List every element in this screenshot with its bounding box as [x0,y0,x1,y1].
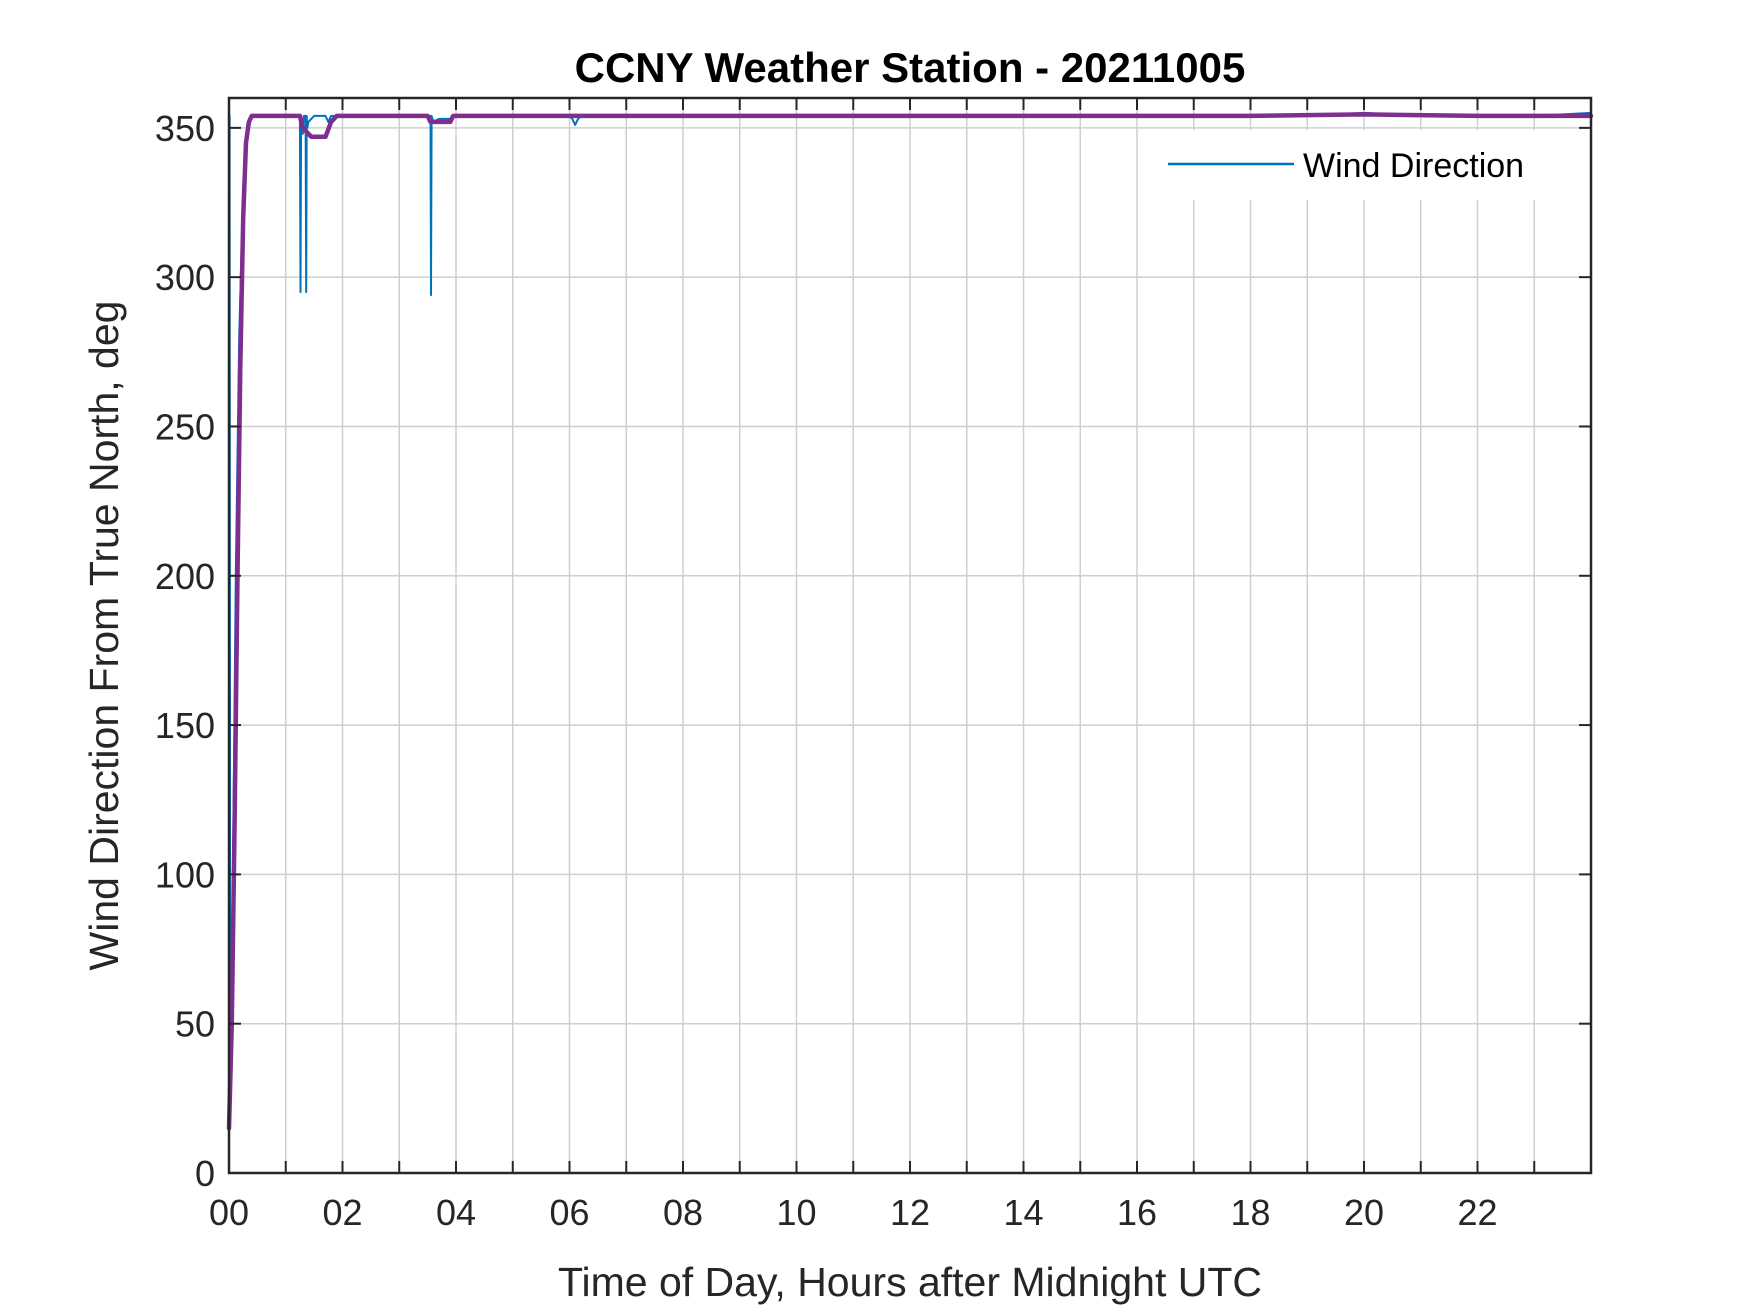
y-axis-title: Wind Direction From True North, deg [81,301,127,971]
x-tick-label: 12 [890,1192,930,1233]
x-tick-label: 04 [436,1192,476,1233]
y-tick-label: 350 [155,108,215,149]
x-tick-label: 16 [1117,1192,1157,1233]
y-tick-labels: 0 50 100 150 200 250 300 350 [155,108,215,1194]
legend: Wind Direction [1150,130,1570,200]
series-line-smoothed [226,112,1594,1131]
y-tick-label: 0 [195,1153,215,1194]
y-tick-label: 100 [155,854,215,895]
x-tick-label: 10 [776,1192,816,1233]
x-axis-title: Time of Day, Hours after Midnight UTC [558,1259,1262,1305]
x-tick-label: 18 [1230,1192,1270,1233]
chart-title: CCNY Weather Station - 20211005 [575,44,1246,91]
axis-ticks [228,98,1591,1174]
y-tick-label: 200 [155,556,215,597]
y-tick-label: 50 [175,1004,215,1045]
y-tick-label: 150 [155,705,215,746]
plot-series [226,111,1594,1131]
x-tick-label: 02 [322,1192,362,1233]
x-tick-label: 08 [663,1192,703,1233]
x-tick-label: 22 [1457,1192,1497,1233]
x-tick-label: 14 [1003,1192,1043,1233]
x-tick-label: 06 [549,1192,589,1233]
x-tick-label: 00 [209,1192,249,1233]
legend-label-wind-direction: Wind Direction [1303,147,1524,185]
grid [228,98,1591,1174]
y-tick-label: 250 [155,406,215,447]
x-tick-labels: 00 02 04 06 08 10 12 14 16 18 20 22 [209,1192,1498,1233]
y-tick-label: 300 [155,257,215,298]
x-tick-label: 20 [1344,1192,1384,1233]
